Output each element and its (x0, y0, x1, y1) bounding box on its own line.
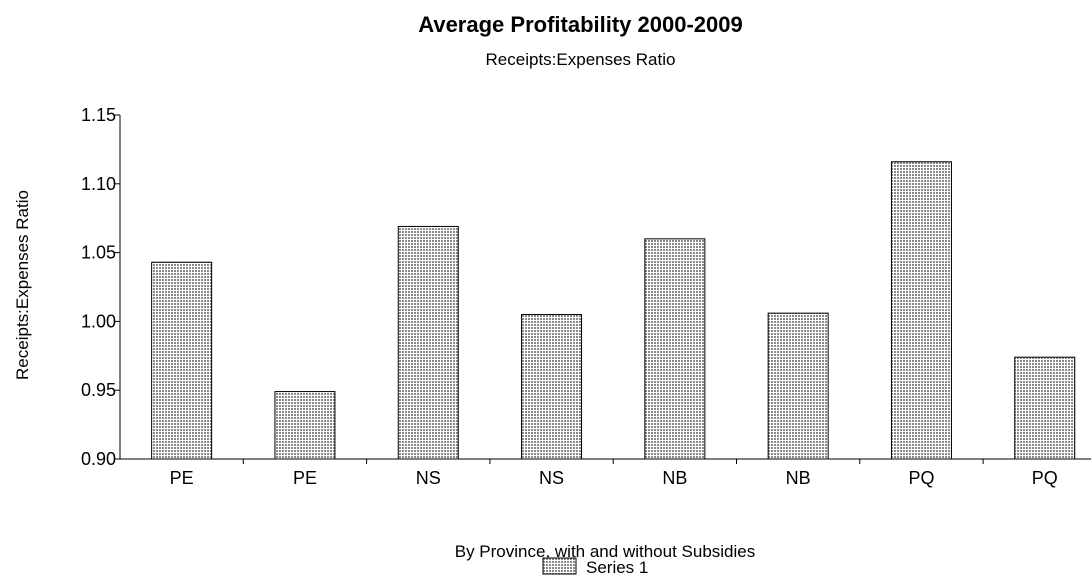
legend: Series 1 (542, 557, 648, 577)
bar-5 (644, 238, 706, 460)
y-tick-label: 1.15 (81, 105, 116, 125)
x-tick-label: NS (416, 468, 441, 488)
y-tick-label: 1.00 (81, 311, 116, 331)
bar-6 (767, 312, 829, 460)
x-tick-label: NB (786, 468, 811, 488)
chart-subtitle: Receipts:Expenses Ratio (485, 50, 676, 69)
x-tick-label: PQ (1032, 468, 1058, 488)
x-tick-label: NB (662, 468, 687, 488)
legend-swatch (542, 557, 577, 575)
x-tick-label: PE (170, 468, 194, 488)
bar-3 (397, 225, 459, 460)
y-tick-label: 0.95 (81, 380, 116, 400)
y-axis-title: Receipts:Expenses Ratio (13, 190, 32, 380)
bar-2 (274, 391, 336, 460)
bar-8 (1014, 356, 1076, 460)
tick-labels: 0.90 0.95 1.00 1.05 1.10 1.15 PE PE NS NS NB NB PQ PQ (81, 105, 1058, 488)
bar-1 (151, 261, 213, 460)
y-tick-label: 1.05 (81, 243, 116, 263)
bar-4 (521, 314, 583, 460)
x-tick-label: PQ (908, 468, 934, 488)
y-tick-label: 0.90 (81, 449, 116, 469)
x-tick-label: NS (539, 468, 564, 488)
legend-label: Series 1 (586, 558, 648, 577)
y-tick-label: 1.10 (81, 174, 116, 194)
chart-title: Average Profitability 2000-2009 (418, 12, 743, 37)
bar-7 (890, 161, 952, 460)
bars (151, 161, 1076, 460)
x-axis-title: By Province, with and without Subsidies (455, 542, 756, 561)
x-tick-label: PE (293, 468, 317, 488)
